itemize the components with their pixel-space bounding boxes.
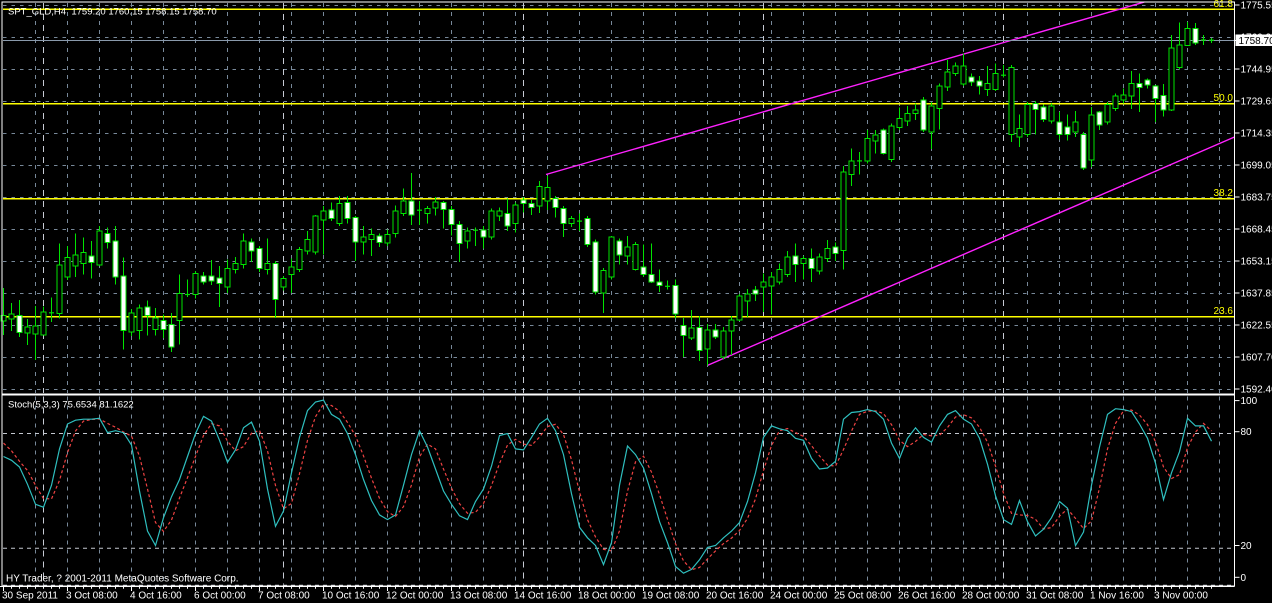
svg-text:1637.85: 1637.85 [1241,289,1272,300]
svg-text:61.8: 61.8 [1214,0,1234,10]
svg-text:Stoch(5,3,3) 75.6534 81.1622: Stoch(5,3,3) 75.6534 81.1622 [8,400,134,411]
svg-text:28 Oct 00:00: 28 Oct 00:00 [962,591,1020,602]
svg-text:1592.40: 1592.40 [1241,385,1272,396]
svg-text:1 Nov 16:00: 1 Nov 16:00 [1090,591,1144,602]
svg-text:4 Oct 16:00: 4 Oct 16:00 [130,591,182,602]
svg-text:26 Oct 16:00: 26 Oct 16:00 [898,591,956,602]
svg-text:80: 80 [1241,427,1253,438]
svg-text:31 Oct 08:00: 31 Oct 08:00 [1026,591,1084,602]
svg-text:1668.45: 1668.45 [1241,225,1272,236]
svg-text:HY Trader, ? 2001-2011 MetaQuo: HY Trader, ? 2001-2011 MetaQuotes Softwa… [6,574,239,585]
svg-text:1758.70: 1758.70 [1239,36,1272,47]
svg-text:1744.95: 1744.95 [1241,65,1272,76]
svg-text:1775.55: 1775.55 [1241,1,1272,12]
svg-text:13 Oct 08:00: 13 Oct 08:00 [450,591,508,602]
svg-text:7 Oct 08:00: 7 Oct 08:00 [258,591,310,602]
svg-text:20 Oct 16:00: 20 Oct 16:00 [706,591,764,602]
svg-text:1622.55: 1622.55 [1241,321,1272,332]
svg-text:1714.35: 1714.35 [1241,129,1272,140]
svg-text:20: 20 [1241,541,1253,552]
svg-text:12 Oct 00:00: 12 Oct 00:00 [386,591,444,602]
svg-text:1683.75: 1683.75 [1241,193,1272,204]
svg-text:50.0: 50.0 [1214,93,1234,104]
svg-text:23.6: 23.6 [1214,306,1234,317]
svg-text:25 Oct 08:00: 25 Oct 08:00 [834,591,892,602]
svg-text:1699.05: 1699.05 [1241,161,1272,172]
svg-text:19 Oct 08:00: 19 Oct 08:00 [642,591,700,602]
svg-text:18 Oct 00:00: 18 Oct 00:00 [578,591,636,602]
svg-text:3 Oct 08:00: 3 Oct 08:00 [66,591,118,602]
svg-text:24 Oct 00:00: 24 Oct 00:00 [770,591,828,602]
svg-text:3 Nov 00:00: 3 Nov 00:00 [1154,591,1208,602]
svg-text:1729.65: 1729.65 [1241,97,1272,108]
svg-text:1607.70: 1607.70 [1241,353,1272,364]
svg-text:10 Oct 16:00: 10 Oct 16:00 [322,591,380,602]
svg-text:SPT_GLD,H4 1759.20 1760.15 17: SPT_GLD,H4 1759.20 1760.15 1758.15 1758.… [8,7,217,18]
svg-text:0: 0 [1241,573,1247,584]
svg-text:1653.15: 1653.15 [1241,257,1272,268]
svg-text:30 Sep 2011: 30 Sep 2011 [2,591,58,602]
svg-text:100: 100 [1241,396,1258,407]
svg-text:14 Oct 16:00: 14 Oct 16:00 [514,591,572,602]
svg-text:38.2: 38.2 [1214,188,1234,199]
svg-text:6 Oct 00:00: 6 Oct 00:00 [194,591,246,602]
